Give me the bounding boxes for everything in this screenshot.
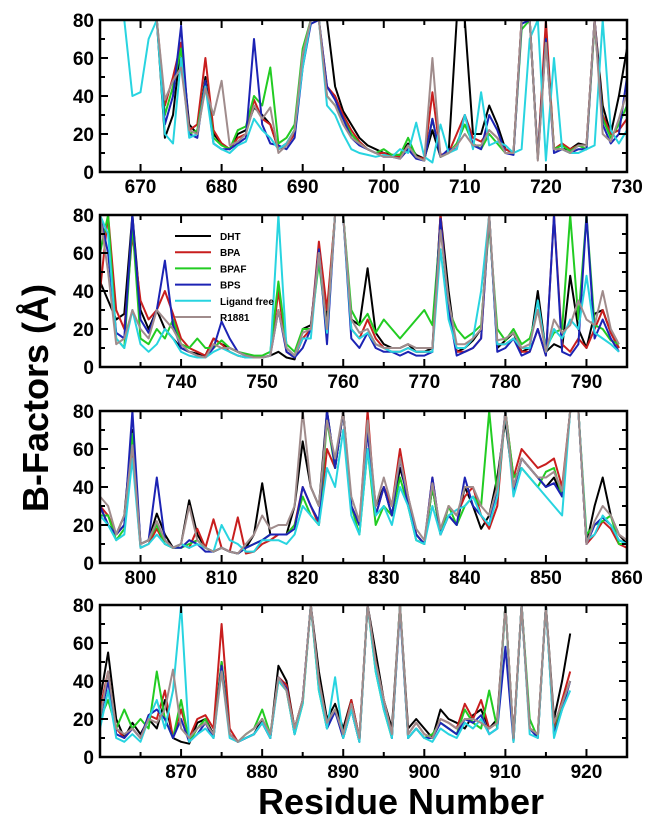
legend-label: BPS <box>220 281 241 292</box>
x-tick-label: 780 <box>490 372 522 393</box>
x-tick-label: 730 <box>611 177 643 198</box>
x-tick-label: 670 <box>125 177 157 198</box>
y-tick-label: 40 <box>73 672 94 693</box>
legend-label: BPA <box>220 248 240 259</box>
x-tick-label: 880 <box>246 762 278 783</box>
x-tick-label: 860 <box>611 568 643 589</box>
x-tick-label: 920 <box>571 762 603 783</box>
series-group <box>100 215 620 361</box>
series-line-dht <box>100 605 572 745</box>
y-tick-label: 0 <box>83 163 94 184</box>
y-tick-label: 40 <box>73 282 94 303</box>
legend-label: R1881 <box>220 313 250 324</box>
y-tick-label: 80 <box>73 11 94 32</box>
legend-label: Ligand free <box>220 297 274 308</box>
y-tick-label: 0 <box>83 748 94 769</box>
legend-label: BPAF <box>220 264 246 275</box>
y-tick-label: 20 <box>73 516 94 537</box>
series-line-r1881 <box>100 411 627 555</box>
legend: DHT BPA BPAF BPS Ligand free R1881 <box>175 232 274 324</box>
x-tick-label: 870 <box>165 762 197 783</box>
x-tick-label: 810 <box>206 568 238 589</box>
y-tick-label: 0 <box>83 358 94 379</box>
x-tick-label: 890 <box>327 762 359 783</box>
x-tick-label: 770 <box>408 372 440 393</box>
legend-label: DHT <box>220 232 241 243</box>
y-tick-label: 60 <box>73 634 94 655</box>
y-tick-label: 20 <box>73 125 94 146</box>
y-axis-title: B-Factors (Å) <box>15 284 56 512</box>
panel-1: 670 680 690 700 710 720 730 0 20 40 60 80 <box>73 11 643 198</box>
x-tick-label: 760 <box>327 372 359 393</box>
x-tick-label: 710 <box>449 177 481 198</box>
x-tick-label: 910 <box>490 762 522 783</box>
y-tick-label: 40 <box>73 87 94 108</box>
panel-2: 740 750 760 770 780 790 0 20 40 60 80 DHT BPA BPAF BPS… <box>73 206 629 393</box>
x-tick-label: 790 <box>571 372 603 393</box>
x-tick-label: 700 <box>368 177 400 198</box>
y-tick-label: 80 <box>73 402 94 423</box>
x-axis-title: Residue Number <box>258 781 544 822</box>
x-tick-label: 720 <box>530 177 562 198</box>
series-line-ligand-free <box>123 20 627 164</box>
x-tick-label: 800 <box>125 568 157 589</box>
panel-3: 800 810 820 830 840 850 860 0 20 40 60 80 <box>73 402 643 589</box>
series-line-r1881 <box>100 215 620 359</box>
series-group <box>100 411 627 555</box>
x-tick-label: 830 <box>368 568 400 589</box>
x-tick-label: 740 <box>165 372 197 393</box>
series-line-r1881 <box>100 605 572 743</box>
series-group <box>100 605 572 745</box>
y-tick-label: 60 <box>73 49 94 70</box>
panel-4: 870 880 890 900 910 920 0 20 40 60 80 <box>73 596 629 783</box>
y-tick-label: 20 <box>73 710 94 731</box>
y-tick-label: 80 <box>73 206 94 227</box>
y-tick-label: 40 <box>73 478 94 499</box>
x-tick-label: 900 <box>408 762 440 783</box>
y-tick-label: 60 <box>73 440 94 461</box>
y-tick-label: 20 <box>73 320 94 341</box>
y-tick-label: 80 <box>73 596 94 617</box>
x-tick-label: 750 <box>246 372 278 393</box>
x-tick-label: 680 <box>206 177 238 198</box>
x-tick-label: 690 <box>287 177 319 198</box>
series-line-ligand-free <box>100 411 627 553</box>
x-tick-label: 820 <box>287 568 319 589</box>
x-tick-label: 840 <box>449 568 481 589</box>
y-tick-label: 0 <box>83 554 94 575</box>
x-tick-label: 850 <box>530 568 562 589</box>
series-line-ligand-free <box>100 605 572 743</box>
series-line-r1881 <box>148 20 627 162</box>
series-group <box>123 20 627 164</box>
y-tick-label: 60 <box>73 244 94 265</box>
